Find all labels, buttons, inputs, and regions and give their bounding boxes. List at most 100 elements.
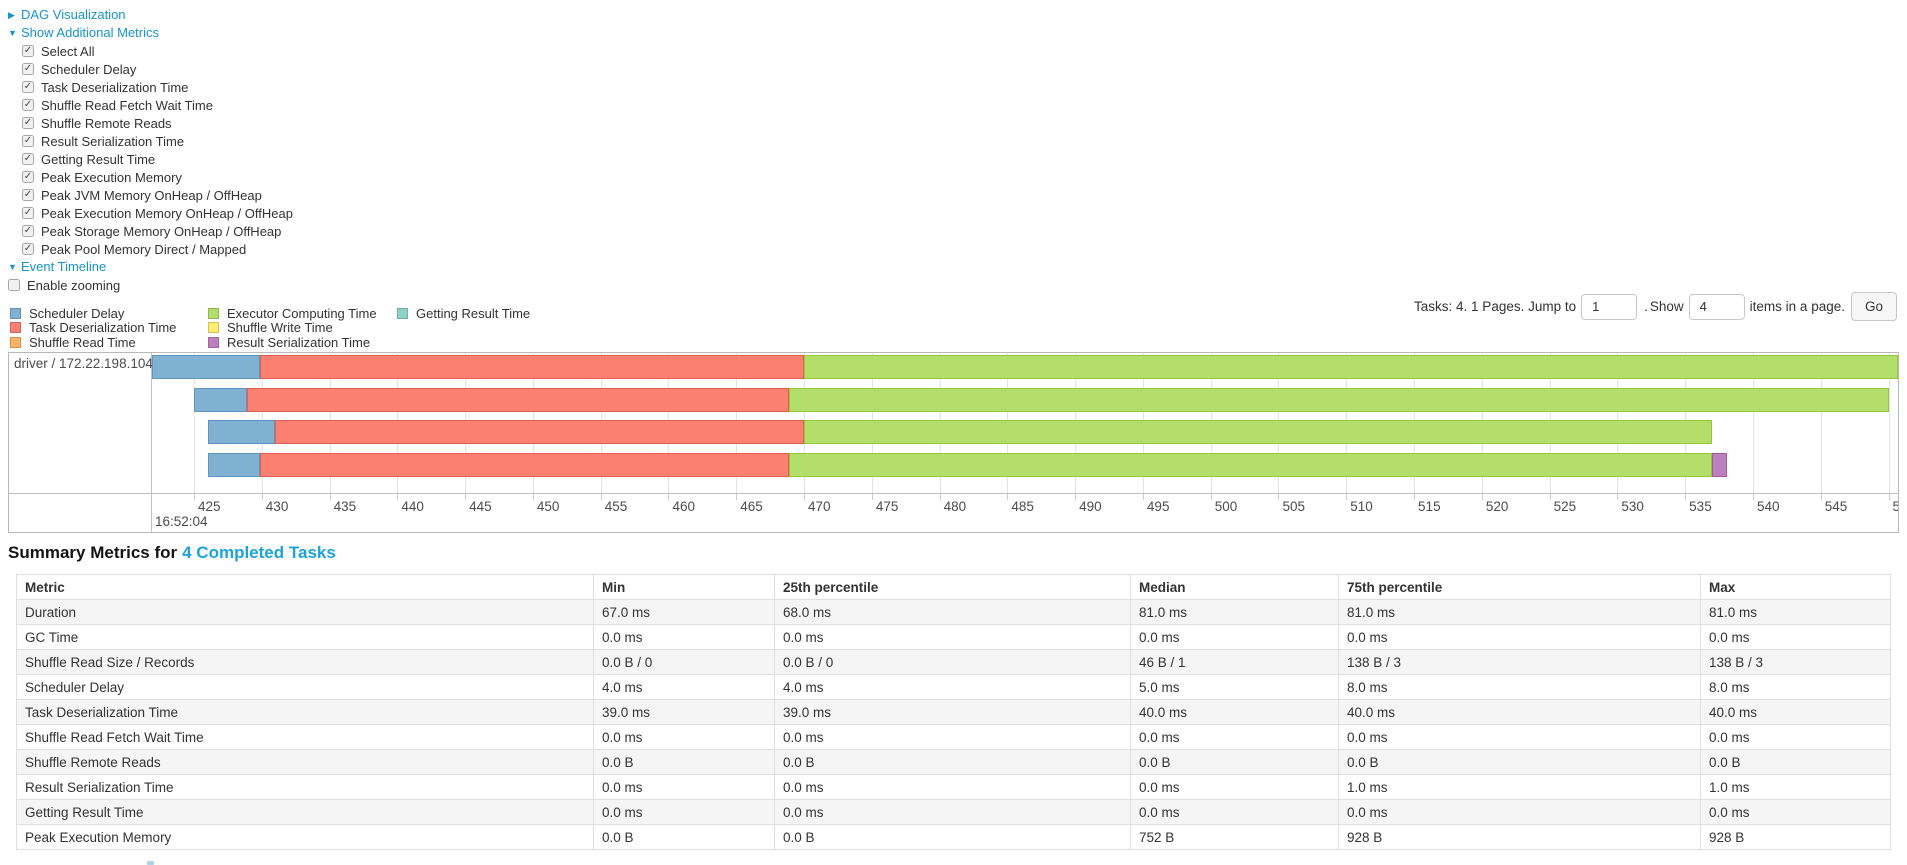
axis-tick-label: 530	[1621, 499, 1644, 514]
metric-checkbox-row: Scheduler Delay	[8, 60, 293, 78]
axis-tick-mark	[736, 494, 738, 500]
axis-tick-mark	[1752, 494, 1754, 500]
summary-cell-min: 0.0 ms	[593, 624, 775, 650]
executor-computing-segment[interactable]	[789, 453, 1713, 477]
axis-tick-label: 475	[875, 499, 899, 514]
scheduler-delay-segment[interactable]	[207, 420, 276, 444]
summary-cell-median: 0.0 ms	[1130, 774, 1339, 800]
axis-tick-mark	[532, 494, 534, 500]
metric-checkbox-label: Scheduler Delay	[41, 61, 137, 77]
metric-checkbox-label: Peak Pool Memory Direct / Mapped	[41, 241, 247, 257]
axis-tick-label: 500	[1214, 499, 1238, 514]
scheduler-delay-segment[interactable]	[207, 453, 261, 477]
arrow-down-icon: ▼	[8, 262, 17, 272]
metric-checkbox[interactable]	[22, 225, 34, 237]
metric-checkbox-label: Peak Storage Memory OnHeap / OffHeap	[41, 223, 282, 239]
go-button[interactable]: Go	[1850, 292, 1897, 321]
summary-cell-p75: 40.0 ms	[1338, 699, 1701, 725]
timeline-gridline	[1820, 353, 1822, 493]
metric-checkbox[interactable]	[22, 153, 34, 165]
axis-tick-mark	[1617, 494, 1619, 500]
summary-cell-median: 0.0 B	[1130, 749, 1339, 775]
axis-tick-label: 445	[469, 499, 492, 514]
summary-cell-max: 1.0 ms	[1700, 774, 1891, 800]
metric-checkbox[interactable]	[22, 135, 34, 147]
arrow-down-icon: ▼	[8, 28, 17, 38]
task-deserialization-segment[interactable]	[260, 453, 790, 477]
legend-column: Scheduler Delay Task Deserialization Time…	[10, 306, 176, 350]
task-deserialization-segment[interactable]	[275, 420, 805, 444]
axis-tick-label: 545	[1824, 499, 1848, 514]
show-additional-metrics-label: Show Additional Metrics	[21, 25, 160, 40]
summary-metric-row: Result Serialization Time 0.0 ms 0.0 ms 0.0…	[16, 774, 1891, 800]
metric-checkbox[interactable]	[22, 243, 34, 255]
scheduler-delay-segment[interactable]	[194, 388, 247, 412]
summary-cell-p25: 4.0 ms	[774, 674, 1131, 700]
enable-zooming-label: Enable zooming	[27, 277, 121, 293]
summary-column-header: Min	[593, 574, 775, 600]
task-deserialization-segment[interactable]	[246, 388, 790, 412]
task-deserialization-segment[interactable]	[260, 355, 805, 379]
axis-tick-label: 485	[1011, 499, 1034, 514]
summary-cell-min: 39.0 ms	[593, 699, 775, 725]
scheduler-delay-segment[interactable]	[152, 355, 261, 379]
executor-computing-segment[interactable]	[804, 420, 1713, 444]
result-serialization-segment[interactable]	[1712, 453, 1728, 477]
executor-computing-segment[interactable]	[804, 355, 1898, 379]
metric-checkbox[interactable]	[22, 207, 34, 219]
timeline-gridline	[1752, 353, 1754, 493]
event-timeline-chart: driver / 172.22.198.104 16:52:04 425 430 4…	[8, 352, 1899, 533]
dag-visualization-toggle[interactable]: ▶ DAG Visualization	[8, 6, 293, 24]
axis-tick-label: 455	[604, 499, 628, 514]
event-timeline-toggle[interactable]: ▼ Event Timeline	[8, 258, 293, 276]
metric-checkbox-label: Shuffle Read Fetch Wait Time	[41, 97, 213, 113]
legend-column: Getting Result Time	[397, 306, 530, 321]
metric-checkbox[interactable]	[22, 81, 34, 93]
axis-tick-mark	[397, 494, 399, 500]
metric-checkbox[interactable]	[22, 171, 34, 183]
axis-tick-mark	[668, 494, 670, 500]
summary-cell-max: 0.0 ms	[1700, 724, 1891, 750]
metric-checkbox[interactable]	[22, 63, 34, 75]
summary-table-body: Duration 67.0 ms 68.0 ms 81.0 ms 81.0 ms 81.0…	[16, 599, 1891, 850]
task-timeline-bar	[152, 420, 1898, 444]
summary-cell-max: 0.0 B	[1700, 749, 1891, 775]
metric-checkbox[interactable]	[22, 45, 34, 57]
show-additional-metrics-toggle[interactable]: ▼ Show Additional Metrics	[8, 24, 293, 42]
axis-tick-mark	[939, 494, 941, 500]
timeline-axis-area: 16:52:04 425 430 435 440 445 450 455 460 465 470 4…	[9, 493, 1898, 532]
summary-metric-row: Scheduler Delay 4.0 ms 4.0 ms 5.0 ms 8.0 ms 8…	[16, 674, 1891, 700]
timeline-bars-area	[152, 353, 1898, 493]
task-timeline-bar	[152, 453, 1898, 477]
enable-zooming-checkbox[interactable]	[8, 279, 20, 291]
metric-checkbox[interactable]	[22, 117, 34, 129]
summary-cell-median: 81.0 ms	[1130, 599, 1339, 625]
axis-tick-label: 510	[1350, 499, 1373, 514]
summary-cell-min: 0.0 ms	[593, 799, 775, 825]
axis-tick-mark	[1549, 494, 1551, 500]
jump-to-page-input[interactable]	[1581, 293, 1638, 320]
summary-title-prefix: Summary Metrics for	[8, 543, 178, 562]
completed-tasks-link[interactable]: 4 Completed Tasks	[182, 543, 336, 562]
arrow-right-icon: ▶	[8, 10, 15, 20]
axis-tick-mark	[1142, 494, 1144, 500]
pagination-show-text: Show	[1649, 299, 1684, 314]
summary-metrics-title: Summary Metrics for 4 Completed Tasks	[8, 543, 336, 563]
axis-tick-label: 520	[1485, 499, 1509, 514]
executor-computing-segment[interactable]	[789, 388, 1889, 412]
axis-tick-label: 460	[672, 499, 695, 514]
task-timeline-bar	[152, 355, 1898, 379]
metric-checkbox-row: Peak JVM Memory OnHeap / OffHeap	[8, 186, 293, 204]
metric-checkbox[interactable]	[22, 189, 34, 201]
summary-metric-row: Shuffle Remote Reads 0.0 B 0.0 B 0.0 B 0.0 B…	[16, 749, 1891, 775]
metric-checkbox-label: Peak JVM Memory OnHeap / OffHeap	[41, 187, 262, 203]
axis-tick-mark	[804, 494, 806, 500]
items-per-page-input[interactable]	[1688, 293, 1745, 320]
metric-checkbox-row: Shuffle Read Fetch Wait Time	[8, 96, 293, 114]
summary-cell-p25: 39.0 ms	[774, 699, 1131, 725]
metric-checkbox[interactable]	[22, 99, 34, 111]
summary-cell-metric: Scheduler Delay	[16, 674, 594, 700]
summary-cell-metric: Shuffle Read Fetch Wait Time	[16, 724, 594, 750]
stage-page-controls: ▶ DAG Visualization ▼ Show Additional Metr…	[8, 6, 293, 294]
legend-label: Scheduler Delay	[29, 305, 125, 321]
